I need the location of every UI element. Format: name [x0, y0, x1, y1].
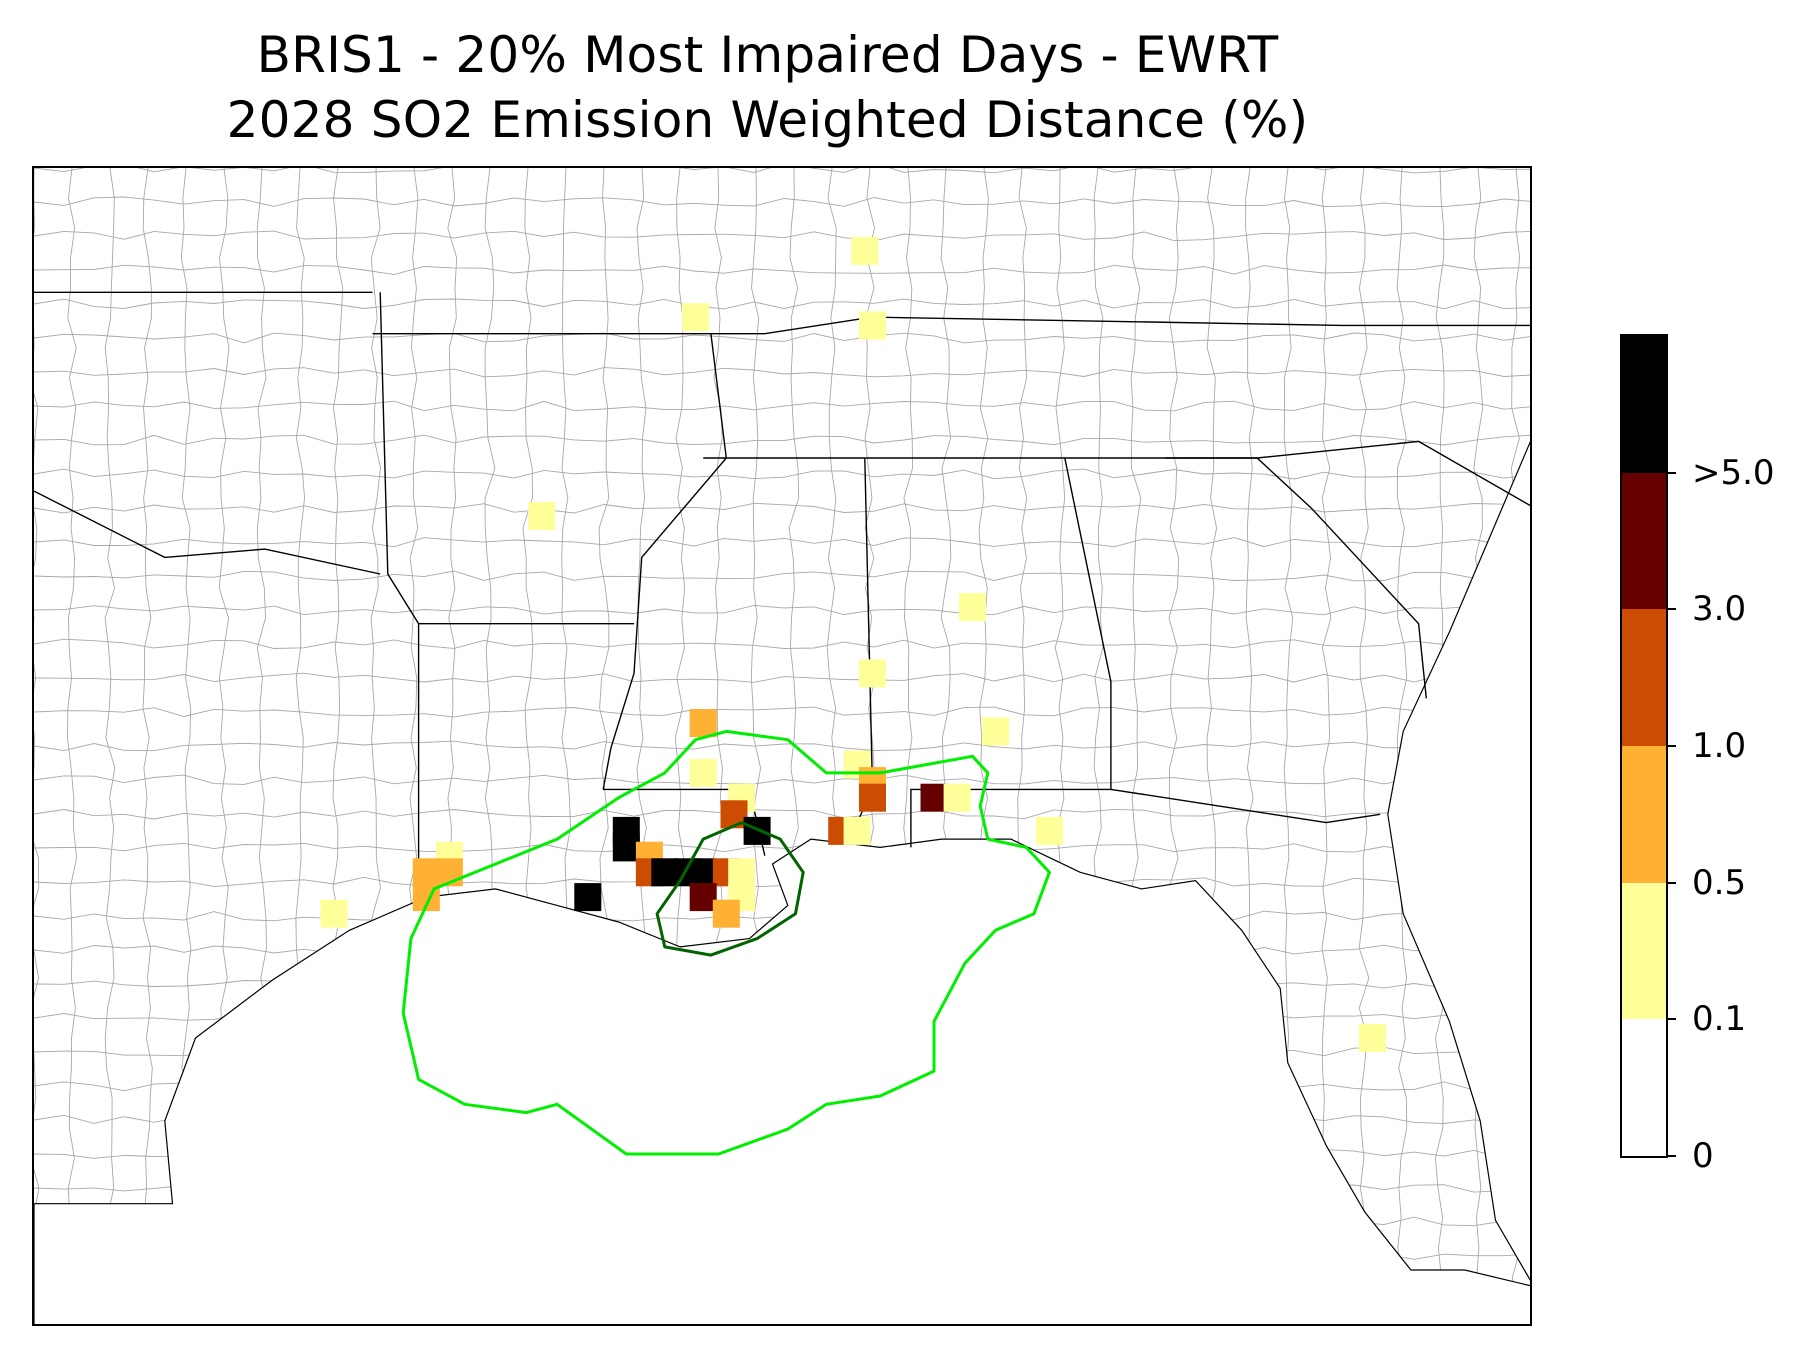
state-boundaries [34, 291, 1530, 898]
colorbar [1620, 334, 1668, 1158]
county-line [142, 168, 153, 1309]
state-border [372, 316, 1530, 335]
map-panel [32, 166, 1532, 1326]
colorbar-tick [1666, 608, 1676, 611]
emission-cell [689, 709, 717, 738]
state-border [602, 333, 728, 790]
colorbar-tick-label: 0 [1692, 1136, 1714, 1176]
emission-cell [982, 717, 1009, 746]
county-line [34, 298, 1530, 310]
county-line [34, 842, 1530, 853]
emission-cell [943, 783, 971, 812]
colorbar-tick [1666, 745, 1676, 747]
inner-contour [655, 821, 805, 957]
colorbar-tick-label: 1.0 [1692, 726, 1747, 766]
county-line [34, 230, 1530, 242]
county-line [34, 706, 1530, 718]
county-boundaries [34, 168, 1530, 1324]
colorbar-segment [1622, 882, 1666, 1020]
colorbar-tick [1666, 881, 1676, 884]
county-line [34, 638, 1530, 649]
colorbar-segment [1622, 609, 1666, 746]
emission-cell [1035, 816, 1063, 845]
state-border [34, 490, 381, 575]
emission-cell [320, 899, 348, 928]
emission-cell [728, 858, 756, 887]
emission-cell [574, 883, 602, 912]
state-border [1110, 788, 1381, 824]
county-line [34, 168, 40, 1291]
county-line [34, 168, 1530, 174]
gulf-of-mexico [34, 838, 1530, 1324]
emission-cell [528, 502, 556, 530]
colorbar-tick-label: 3.0 [1692, 589, 1747, 630]
county-line [1396, 168, 1408, 1309]
emission-cell [851, 236, 879, 265]
emission-cell [859, 311, 886, 340]
colorbar-tick [1666, 1018, 1676, 1021]
emission-cell [651, 858, 679, 887]
map-canvas [34, 168, 1530, 1324]
distance-contours [401, 729, 1051, 1156]
county-line [34, 605, 1530, 616]
colorbar-segment [1622, 746, 1666, 883]
state-border [1164, 457, 1427, 699]
county-line [34, 537, 1530, 548]
colorbar-segment [1622, 472, 1666, 610]
emission-cell [682, 303, 709, 332]
county-line [34, 468, 1530, 480]
state-border [1257, 440, 1530, 507]
county-line [34, 434, 1530, 446]
county-line [34, 400, 1530, 412]
county-line [34, 367, 1530, 378]
county-line [34, 570, 1530, 582]
emission-cell [689, 858, 717, 887]
emission-cell [843, 816, 871, 845]
county-line [34, 332, 1530, 344]
county-line [1320, 168, 1332, 1309]
county-line [34, 774, 1530, 785]
map-title-line-1: BRIS1 - 20% Most Impaired Days - EWRT [256, 26, 1279, 84]
emission-cell [412, 858, 440, 887]
emission-cell [689, 758, 717, 787]
state-border [379, 292, 435, 898]
county-line [67, 168, 78, 1309]
county-line [34, 672, 1530, 683]
outer-contour [401, 729, 1051, 1156]
colorbar-tick [1666, 1155, 1676, 1157]
map-title-line-2: 2028 SO2 Emission Weighted Distance (%) [226, 91, 1309, 149]
emission-cell [712, 899, 740, 928]
county-line [34, 502, 1530, 514]
atlantic-ocean [1387, 440, 1530, 1281]
emission-cell [743, 816, 771, 845]
county-line [34, 264, 1530, 276]
county-line [1358, 168, 1370, 1309]
county-line [34, 808, 1530, 820]
colorbar-tick-label: 0.1 [1692, 999, 1747, 1040]
emission-cell [612, 833, 640, 862]
emission-cell [859, 659, 886, 688]
emission-cell [689, 883, 717, 912]
emission-cell [920, 783, 948, 812]
colorbar-segment [1622, 336, 1666, 473]
county-line [104, 168, 116, 1309]
county-line [34, 196, 1530, 208]
colorbar-tick-label: 0.5 [1692, 862, 1747, 903]
emission-cell [959, 593, 986, 622]
emission-cell [859, 783, 886, 812]
county-line [34, 740, 1530, 752]
colorbar-segment [1622, 1019, 1666, 1156]
colorbar-tick-label: >5.0 [1692, 452, 1775, 493]
colorbar-tick [1666, 471, 1676, 474]
emission-cell [1359, 1024, 1386, 1052]
